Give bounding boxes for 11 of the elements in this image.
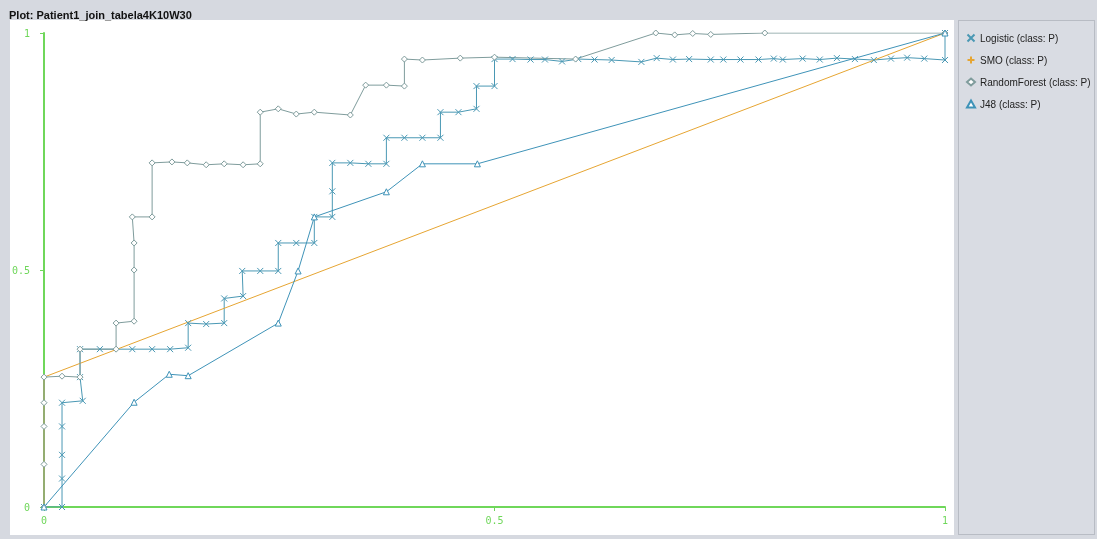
y-tick-label: 0 — [23, 501, 30, 513]
y-tick-label: 0.5 — [11, 264, 30, 276]
legend-label: SMO (class: P) — [980, 54, 1048, 66]
x-tick-label: 0.5 — [485, 514, 504, 526]
legend-label: RandomForest (class: P) — [980, 76, 1091, 88]
x-tick-label: 1 — [941, 514, 949, 526]
legend-label: Logistic (class: P) — [980, 32, 1059, 44]
y-tick-label: 1 — [23, 27, 30, 39]
x-tick-label: 0 — [40, 514, 48, 526]
chart-title: Plot: Patient1_join_tabela4K10W30 — [9, 8, 192, 21]
legend-label: J48 (class: P) — [980, 98, 1041, 110]
